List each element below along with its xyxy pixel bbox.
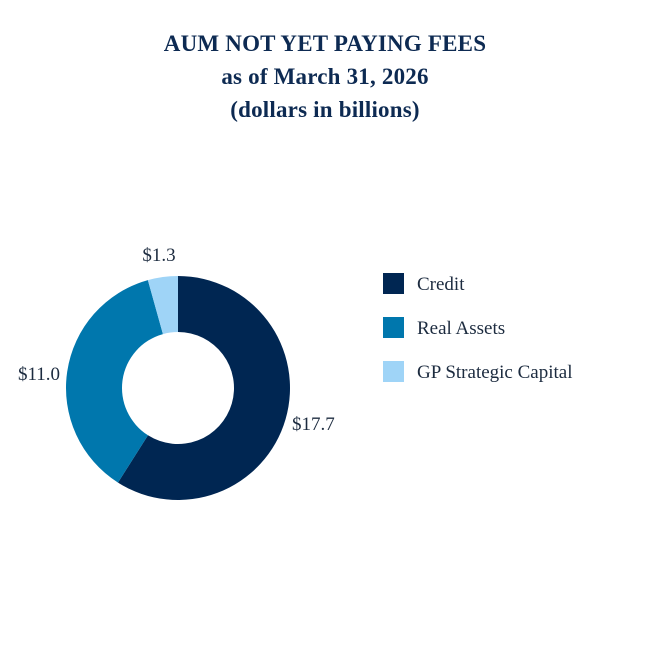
chart-units-note: (dollars in billions) xyxy=(230,97,420,122)
data-label-credit: $17.7 xyxy=(292,414,335,435)
legend-label-real-assets: Real Assets xyxy=(417,318,505,339)
legend-label-credit: Credit xyxy=(417,274,465,295)
slice-gp-strategic-capital xyxy=(147,276,178,335)
legend-swatch-real-assets xyxy=(383,317,404,338)
legend-swatch-gp-strategic-capital xyxy=(383,361,404,382)
chart-subtitle: as of March 31, 2026 xyxy=(221,64,429,89)
slice-real-assets xyxy=(66,280,163,483)
data-label-gp-strategic-capital: $1.3 xyxy=(142,245,175,266)
donut-slices xyxy=(66,276,290,501)
legend: Credit Real Assets GP Strategic Capital xyxy=(383,273,573,383)
legend-swatch-credit xyxy=(383,273,404,294)
data-labels: $17.7 $11.0 $1.3 xyxy=(18,245,335,435)
data-label-real-assets: $11.0 xyxy=(18,364,60,385)
slice-credit xyxy=(117,276,290,501)
legend-label-gp-strategic-capital: GP Strategic Capital xyxy=(417,362,573,383)
chart-title: AUM NOT YET PAYING FEES xyxy=(163,31,487,56)
chart-title-block: AUM NOT YET PAYING FEES as of March 31, … xyxy=(0,27,650,126)
